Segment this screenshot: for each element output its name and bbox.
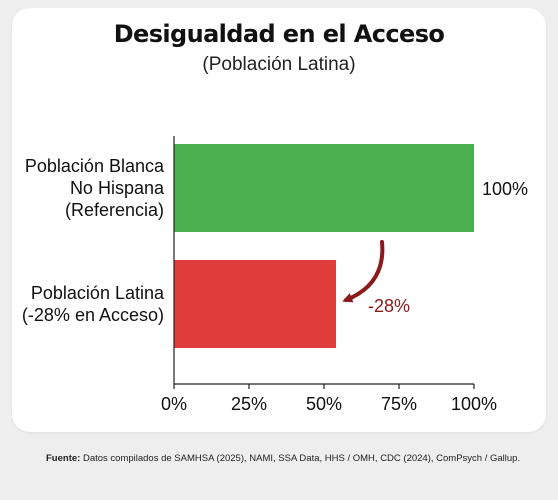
category-label-0-2: (Referencia) bbox=[65, 200, 164, 220]
bar-1 bbox=[174, 260, 336, 348]
x-tick-label-0: 0% bbox=[161, 394, 187, 414]
category-label-1-0: Población Latina bbox=[31, 283, 165, 303]
category-label-0-1: No Hispana bbox=[70, 178, 165, 198]
annotation-arrow bbox=[342, 240, 385, 303]
source-text: Datos compilados de SAMHSA (2025), NAMI,… bbox=[82, 453, 521, 464]
value-label-0: 100% bbox=[482, 179, 528, 199]
chart-subtitle: (Población Latina) bbox=[202, 54, 356, 75]
category-label-1-1: (-28% en Acceso) bbox=[22, 305, 164, 325]
x-tick-label-3: 75% bbox=[381, 394, 417, 414]
annotation-label: -28% bbox=[368, 296, 410, 316]
x-tick-label-1: 25% bbox=[231, 394, 267, 414]
source-label: Fuente: bbox=[46, 453, 81, 464]
x-tick-label-4: 100% bbox=[451, 394, 497, 414]
category-label-0-0: Población Blanca bbox=[25, 156, 165, 176]
source-note: Fuente: Datos compilados de SAMHSA (2025… bbox=[46, 452, 526, 466]
chart-title: Desigualdad en el Acceso bbox=[113, 20, 445, 48]
bar-0 bbox=[174, 144, 474, 232]
x-tick-label-2: 50% bbox=[306, 394, 342, 414]
